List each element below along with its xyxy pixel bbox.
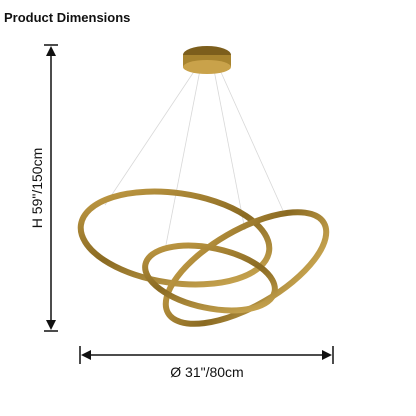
height-arrow bbox=[44, 44, 58, 332]
diameter-arrow bbox=[79, 346, 334, 364]
wires bbox=[104, 69, 286, 251]
title: Product Dimensions bbox=[4, 10, 130, 25]
canopy-bottom bbox=[183, 60, 231, 74]
diameter-label: Ø 31"/80cm bbox=[170, 364, 243, 380]
height-label: H 59"/150cm bbox=[29, 148, 45, 228]
rings bbox=[77, 188, 330, 327]
chandelier bbox=[77, 46, 330, 327]
